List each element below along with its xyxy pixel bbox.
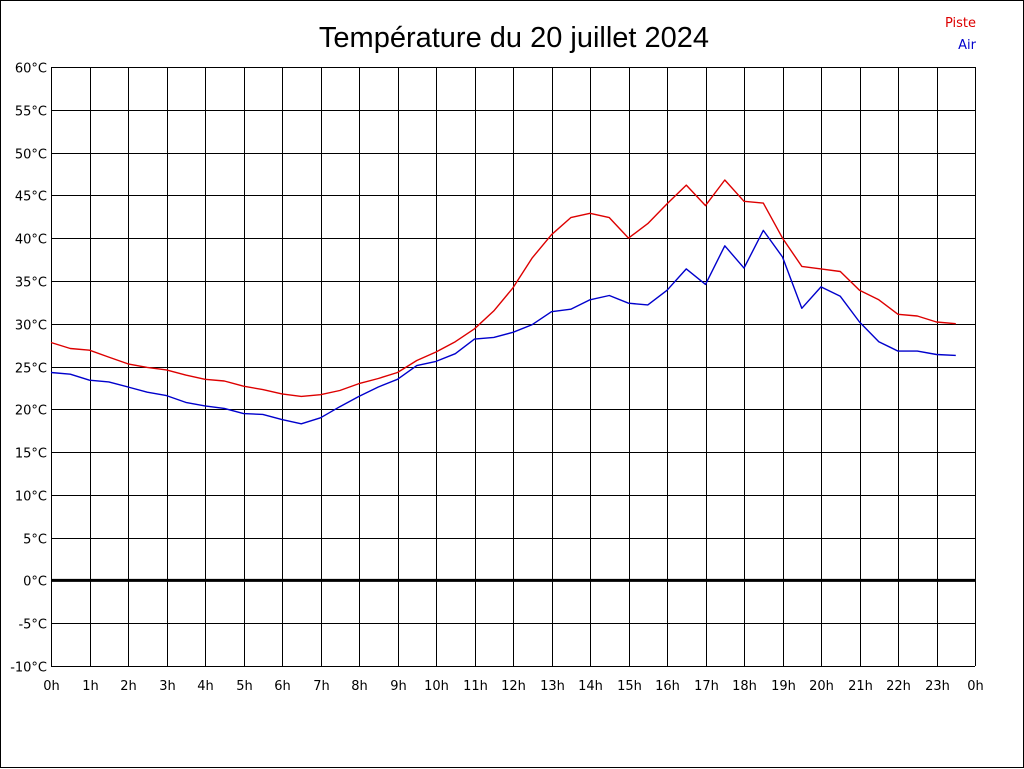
y-tick-label: 35°C bbox=[15, 276, 47, 291]
x-tick-label: 14h bbox=[578, 679, 603, 694]
y-tick-label: 15°C bbox=[15, 447, 47, 462]
y-axis-ticks: 60°C 55°C 50°C 45°C 40°C 35°C 30°C 25°C 20°C 15°C… bbox=[10, 62, 47, 676]
legend-item-piste: Piste bbox=[945, 16, 976, 31]
x-tick-label: 6h bbox=[274, 679, 291, 694]
y-tick-label: 60°C bbox=[15, 62, 47, 77]
x-tick-label: 4h bbox=[197, 679, 214, 694]
x-tick-label: 22h bbox=[886, 679, 911, 694]
x-tick-label: 15h bbox=[617, 679, 642, 694]
y-tick-label: 10°C bbox=[15, 490, 47, 505]
x-tick-label: 19h bbox=[771, 679, 796, 694]
legend: Piste Air bbox=[945, 16, 977, 53]
grid bbox=[51, 67, 976, 667]
series-line-piste bbox=[50, 179, 956, 398]
y-tick-label: 55°C bbox=[15, 105, 47, 120]
x-tick-label: 20h bbox=[809, 679, 834, 694]
x-tick-label: 13h bbox=[540, 679, 565, 694]
x-tick-label: 5h bbox=[236, 679, 253, 694]
x-tick-label: 17h bbox=[694, 679, 719, 694]
x-tick-label: 0h bbox=[43, 679, 60, 694]
y-tick-label: 45°C bbox=[15, 190, 47, 205]
series-lines bbox=[50, 179, 956, 425]
y-tick-label: 50°C bbox=[15, 148, 47, 163]
x-tick-label: 18h bbox=[732, 679, 757, 694]
series-line-air bbox=[50, 229, 956, 425]
y-tick-label: 40°C bbox=[15, 233, 47, 248]
y-tick-label: 20°C bbox=[15, 404, 47, 419]
x-tick-label: 7h bbox=[313, 679, 330, 694]
x-tick-label: 0h bbox=[967, 679, 984, 694]
x-tick-label: 2h bbox=[120, 679, 137, 694]
x-tick-label: 16h bbox=[655, 679, 680, 694]
x-tick-label: 9h bbox=[390, 679, 407, 694]
x-axis-ticks: 0h 1h 2h 3h 4h 5h 6h 7h 8h 9h 10h 11h 12h 13h 14h 15h 16… bbox=[43, 679, 984, 694]
legend-item-air: Air bbox=[958, 38, 977, 53]
y-tick-label: 25°C bbox=[15, 362, 47, 377]
y-tick-label: -10°C bbox=[10, 661, 47, 676]
x-tick-label: 23h bbox=[925, 679, 950, 694]
y-tick-label: -5°C bbox=[18, 618, 47, 633]
y-tick-label: 5°C bbox=[23, 533, 47, 548]
x-tick-label: 10h bbox=[424, 679, 449, 694]
x-tick-label: 8h bbox=[351, 679, 368, 694]
y-tick-label: 30°C bbox=[15, 319, 47, 334]
x-tick-label: 11h bbox=[463, 679, 488, 694]
x-tick-label: 1h bbox=[82, 679, 99, 694]
x-tick-label: 3h bbox=[159, 679, 176, 694]
chart-title: Température du 20 juillet 2024 bbox=[319, 22, 709, 54]
x-tick-label: 12h bbox=[501, 679, 526, 694]
x-tick-label: 21h bbox=[848, 679, 873, 694]
y-tick-label: 0°C bbox=[23, 575, 47, 590]
